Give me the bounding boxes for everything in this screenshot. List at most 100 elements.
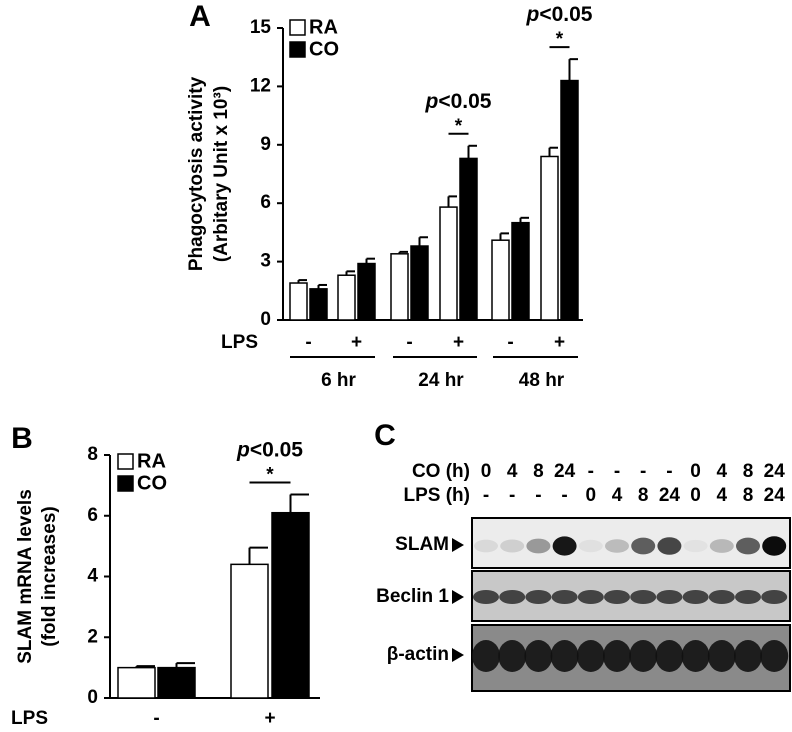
bar: [309, 288, 328, 321]
lane-label: -: [509, 485, 515, 506]
lane-label: 4: [507, 461, 518, 482]
band: [604, 590, 630, 604]
bar: [491, 239, 510, 321]
row-label: CO (h): [412, 461, 470, 482]
lane-label: 8: [533, 461, 544, 482]
p-value: p<0.05: [425, 89, 492, 112]
band: [761, 590, 788, 604]
x-tick-label: +: [264, 708, 275, 729]
bar: [230, 563, 269, 699]
lane-label: 24: [764, 461, 786, 482]
y-tick-label: 3: [260, 251, 271, 272]
y-tick-label: 8: [87, 444, 98, 465]
y-tick-label: 9: [260, 134, 271, 155]
y-axis-label: (Arbitary Unit x 10³): [211, 86, 232, 262]
band: [708, 590, 735, 604]
lane-label: 0: [690, 485, 701, 506]
lane-label: 0: [481, 461, 492, 482]
y-tick-label: 0: [260, 309, 271, 330]
y-axis-label: SLAM mRNA levels: [15, 489, 36, 664]
band: [682, 590, 709, 604]
band: [550, 640, 579, 672]
band: [762, 536, 787, 556]
bar: [560, 79, 579, 321]
x-axis-label: LPS: [221, 332, 258, 353]
band: [734, 640, 762, 672]
x-tick-label: +: [453, 332, 464, 353]
x-tick-label: -: [507, 332, 513, 353]
band: [499, 590, 526, 604]
lane-label: 24: [659, 485, 681, 506]
bar: [117, 666, 156, 699]
lane-label: 8: [743, 461, 754, 482]
group-label: 48 hr: [519, 370, 565, 391]
band: [683, 539, 708, 553]
lane-label: 8: [743, 485, 754, 506]
band: [473, 590, 499, 604]
x-tick-label: +: [351, 332, 362, 353]
lane-label: 0: [690, 461, 701, 482]
lane-label: 4: [717, 461, 728, 482]
band: [578, 539, 603, 553]
y-tick-label: 2: [87, 626, 98, 647]
y-tick-label: 12: [250, 75, 271, 96]
lane-label: -: [483, 485, 489, 506]
x-tick-label: -: [305, 332, 311, 353]
lane-label: -: [614, 461, 620, 482]
bar: [271, 511, 310, 699]
bar: [439, 206, 458, 321]
legend-label: CO: [137, 472, 167, 494]
lane-label: 4: [612, 485, 623, 506]
bar: [289, 282, 308, 321]
significance-mark: *: [266, 465, 274, 486]
lane-label: 24: [554, 461, 576, 482]
arrow: [452, 538, 464, 552]
bar: [357, 262, 376, 321]
legend-label: RA: [309, 16, 338, 38]
x-axis-label: LPS: [11, 708, 48, 729]
band: [681, 640, 710, 672]
lane-label: 4: [717, 485, 728, 506]
y-tick-label: 4: [87, 566, 98, 587]
band: [605, 539, 629, 553]
panel-label: C: [374, 419, 396, 452]
bar: [540, 155, 559, 321]
x-tick-label: +: [554, 332, 565, 353]
band-label: Beclin 1: [376, 586, 449, 607]
arrow: [452, 590, 464, 604]
bar: [511, 221, 530, 321]
band: [631, 537, 656, 555]
bar: [157, 666, 196, 699]
y-tick-label: 0: [87, 687, 98, 708]
panel-label: A: [189, 0, 211, 33]
row-label: LPS (h): [404, 485, 471, 506]
legend-label: RA: [137, 450, 166, 472]
band: [736, 537, 760, 555]
legend-label: CO: [309, 38, 339, 60]
band: [551, 590, 578, 604]
lane-label: 8: [638, 485, 649, 506]
band: [577, 590, 604, 604]
lane-label: -: [640, 461, 646, 482]
band: [474, 539, 498, 553]
group-label: 6 hr: [321, 370, 356, 391]
group-label: 24 hr: [418, 370, 464, 391]
band: [500, 539, 525, 553]
band: [657, 537, 682, 555]
panel-label: B: [11, 422, 33, 455]
y-axis-label: Phagocytosis activity: [186, 76, 207, 271]
band: [760, 640, 789, 672]
band: [498, 640, 527, 672]
p-value: p<0.05: [526, 3, 593, 26]
bar: [410, 245, 429, 321]
lane-label: -: [588, 461, 594, 482]
x-tick-label: -: [153, 708, 159, 729]
bar: [459, 157, 478, 321]
lane-label: 24: [764, 485, 786, 506]
lane-label: -: [561, 485, 567, 506]
legend-swatch: [289, 41, 306, 58]
band: [630, 590, 657, 604]
band: [525, 590, 552, 604]
band: [552, 536, 577, 556]
significance-mark: *: [556, 29, 564, 50]
